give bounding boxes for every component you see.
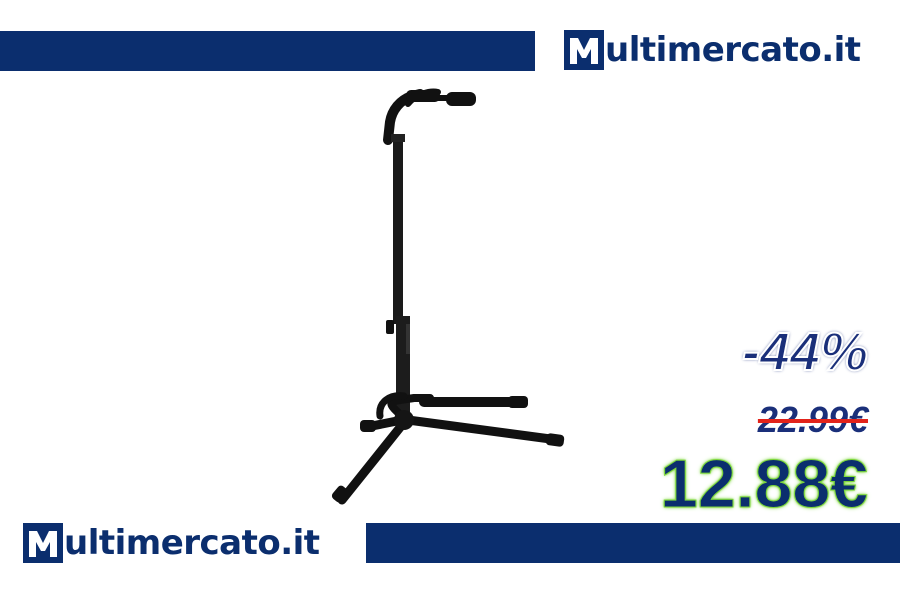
product-image xyxy=(320,84,580,514)
logo-m-icon xyxy=(23,523,63,563)
logo-text-bottom: ultimercato.it xyxy=(64,523,320,563)
guitar-stand-icon xyxy=(331,88,565,505)
old-price: 22.99€ xyxy=(757,399,868,440)
logo-text-top: ultimercato.it xyxy=(605,30,861,70)
brand-logo-top[interactable]: ultimercato.it xyxy=(564,27,861,73)
new-price: 12.88€ xyxy=(660,446,869,523)
logo-m-icon xyxy=(564,30,604,70)
footer-bar-bottom xyxy=(366,523,900,563)
header-bar-top xyxy=(0,31,535,71)
brand-logo-bottom[interactable]: ultimercato.it xyxy=(23,520,320,566)
discount-label: -44% xyxy=(741,321,869,383)
